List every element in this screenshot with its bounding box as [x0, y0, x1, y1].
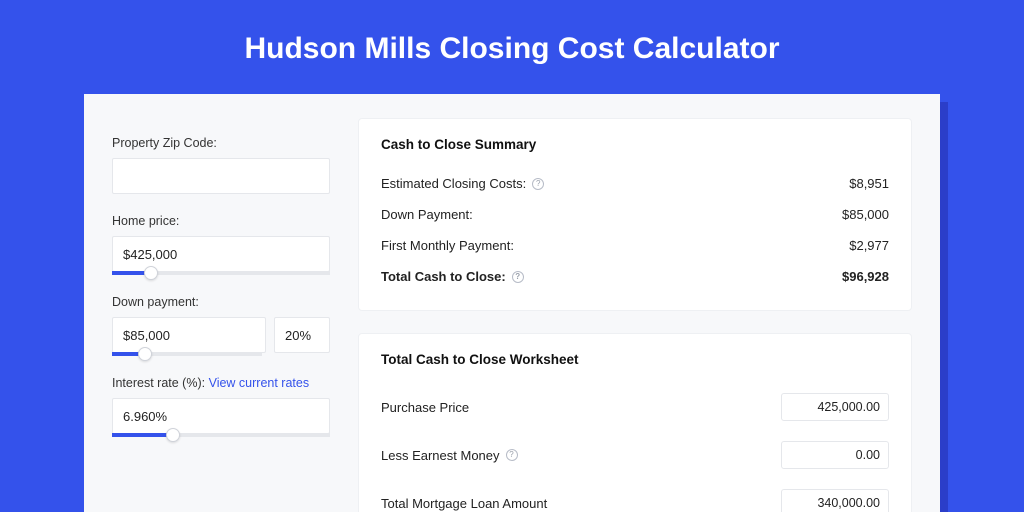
worksheet-earnest-money-input[interactable] — [781, 441, 889, 469]
worksheet-title: Total Cash to Close Worksheet — [381, 352, 889, 367]
worksheet-mortgage-loan-input[interactable] — [781, 489, 889, 512]
page-title: Hudson Mills Closing Cost Calculator — [0, 0, 1024, 94]
worksheet-row-label: Less Earnest Money — [381, 448, 500, 463]
help-icon[interactable]: ? — [532, 178, 544, 190]
worksheet-purchase-price-input[interactable] — [781, 393, 889, 421]
summary-row: Down Payment: $85,000 — [381, 199, 889, 230]
summary-row-label: First Monthly Payment: — [381, 238, 514, 253]
interest-rate-slider-fill — [112, 433, 173, 437]
down-payment-input[interactable] — [112, 317, 266, 353]
calculator-panel: Property Zip Code: Home price: Down paym… — [84, 94, 940, 512]
worksheet-row-label: Total Mortgage Loan Amount — [381, 496, 547, 511]
summary-total-row: Total Cash to Close: ? $96,928 — [381, 261, 889, 292]
interest-rate-slider[interactable] — [112, 433, 330, 437]
zip-label: Property Zip Code: — [112, 136, 330, 150]
view-current-rates-link[interactable]: View current rates — [209, 376, 310, 390]
summary-row-label: Down Payment: — [381, 207, 473, 222]
home-price-slider-thumb[interactable] — [144, 266, 158, 280]
interest-rate-field-group: Interest rate (%): View current rates — [112, 376, 330, 437]
interest-rate-input[interactable] — [112, 398, 330, 434]
down-payment-slider[interactable] — [112, 352, 262, 356]
worksheet-card: Total Cash to Close Worksheet Purchase P… — [358, 333, 912, 512]
home-price-label: Home price: — [112, 214, 330, 228]
summary-row-value: $8,951 — [849, 176, 889, 191]
help-icon[interactable]: ? — [506, 449, 518, 461]
home-price-slider[interactable] — [112, 271, 330, 275]
results-column: Cash to Close Summary Estimated Closing … — [358, 118, 912, 512]
down-payment-slider-thumb[interactable] — [138, 347, 152, 361]
worksheet-row-label: Purchase Price — [381, 400, 469, 415]
summary-row: Estimated Closing Costs: ? $8,951 — [381, 168, 889, 199]
summary-row-label: Estimated Closing Costs: — [381, 176, 526, 191]
interest-rate-slider-thumb[interactable] — [166, 428, 180, 442]
summary-row-value: $85,000 — [842, 207, 889, 222]
summary-title: Cash to Close Summary — [381, 137, 889, 152]
summary-row: First Monthly Payment: $2,977 — [381, 230, 889, 261]
worksheet-row: Total Mortgage Loan Amount — [381, 479, 889, 512]
worksheet-row: Purchase Price — [381, 383, 889, 431]
zip-input[interactable] — [112, 158, 330, 194]
calculator-container: Property Zip Code: Home price: Down paym… — [84, 94, 940, 512]
interest-rate-label-text: Interest rate (%): — [112, 376, 205, 390]
down-payment-label: Down payment: — [112, 295, 330, 309]
summary-row-value: $2,977 — [849, 238, 889, 253]
down-payment-pct-input[interactable] — [274, 317, 330, 353]
zip-field-group: Property Zip Code: — [112, 136, 330, 194]
interest-rate-label: Interest rate (%): View current rates — [112, 376, 330, 390]
help-icon[interactable]: ? — [512, 271, 524, 283]
home-price-field-group: Home price: — [112, 214, 330, 275]
down-payment-field-group: Down payment: — [112, 295, 330, 356]
home-price-input[interactable] — [112, 236, 330, 272]
worksheet-row: Less Earnest Money ? — [381, 431, 889, 479]
summary-total-label: Total Cash to Close: — [381, 269, 506, 284]
inputs-column: Property Zip Code: Home price: Down paym… — [112, 118, 330, 512]
summary-total-value: $96,928 — [842, 269, 889, 284]
summary-card: Cash to Close Summary Estimated Closing … — [358, 118, 912, 311]
